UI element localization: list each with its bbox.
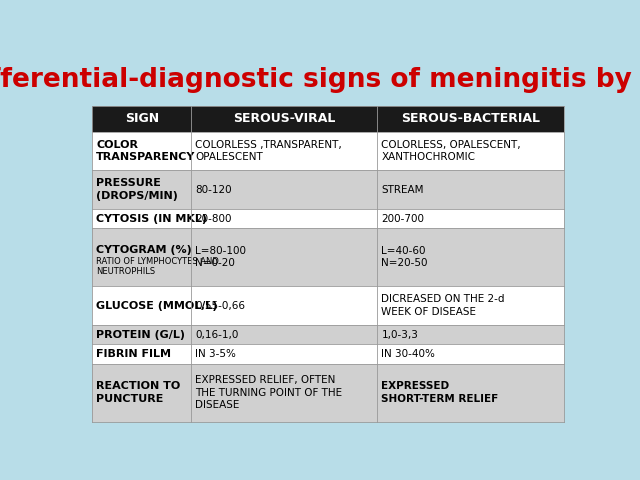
Bar bbox=[378, 132, 564, 170]
Text: 0,55-0,66: 0,55-0,66 bbox=[195, 300, 245, 311]
Text: COLORLESS ,TRANSPARENT,
OPALESCENT: COLORLESS ,TRANSPARENT, OPALESCENT bbox=[195, 140, 342, 162]
Text: RATIO OF LYMPHOCYTES AND
NEUTROPHILS: RATIO OF LYMPHOCYTES AND NEUTROPHILS bbox=[97, 257, 220, 276]
Bar bbox=[378, 209, 564, 228]
Bar bbox=[92, 344, 191, 364]
Text: SEROUS-BACTERIAL: SEROUS-BACTERIAL bbox=[401, 112, 540, 125]
Bar bbox=[378, 325, 564, 344]
Bar bbox=[191, 286, 378, 325]
Bar bbox=[378, 170, 564, 209]
Bar bbox=[378, 228, 564, 286]
Bar bbox=[92, 170, 191, 209]
Bar bbox=[92, 106, 564, 132]
Text: REACTION TO
PUNCTURE: REACTION TO PUNCTURE bbox=[97, 382, 180, 404]
Bar bbox=[191, 344, 378, 364]
Bar bbox=[378, 364, 564, 421]
Text: FIBRIN FILM: FIBRIN FILM bbox=[97, 349, 172, 359]
Text: 1,0-3,3: 1,0-3,3 bbox=[381, 330, 419, 340]
Bar bbox=[191, 325, 378, 344]
Bar bbox=[191, 132, 378, 170]
Text: COLOR
TRANSPARENCY: COLOR TRANSPARENCY bbox=[97, 140, 196, 162]
Text: EXPRESSED RELIEF, OFTEN
THE TURNING POINT OF THE
DISEASE: EXPRESSED RELIEF, OFTEN THE TURNING POIN… bbox=[195, 375, 342, 410]
Bar bbox=[92, 364, 191, 421]
Text: L=40-60
N=20-50: L=40-60 N=20-50 bbox=[381, 246, 428, 268]
Text: 20-800: 20-800 bbox=[195, 214, 232, 224]
Bar bbox=[191, 209, 378, 228]
Text: COLORLESS, OPALESCENT,
XANTHOCHROMIC: COLORLESS, OPALESCENT, XANTHOCHROMIC bbox=[381, 140, 521, 162]
Text: EXPRESSED
SHORT-TERM RELIEF: EXPRESSED SHORT-TERM RELIEF bbox=[381, 382, 499, 404]
Bar bbox=[191, 228, 378, 286]
Bar bbox=[191, 364, 378, 421]
Bar bbox=[92, 228, 191, 286]
Text: IN 3-5%: IN 3-5% bbox=[195, 349, 236, 359]
Text: CYTOSIS (IN MKL): CYTOSIS (IN MKL) bbox=[97, 214, 207, 224]
Text: STREAM: STREAM bbox=[381, 185, 424, 194]
Bar bbox=[378, 344, 564, 364]
Bar bbox=[92, 325, 191, 344]
Bar bbox=[191, 170, 378, 209]
Text: PROTEIN (G/L): PROTEIN (G/L) bbox=[97, 330, 186, 340]
Bar bbox=[378, 286, 564, 325]
Text: 80-120: 80-120 bbox=[195, 185, 232, 194]
Text: Differential-diagnostic signs of meningitis by CSF: Differential-diagnostic signs of meningi… bbox=[0, 67, 640, 93]
Text: 200-700: 200-700 bbox=[381, 214, 424, 224]
Text: GLUCOSE (MMOL/L): GLUCOSE (MMOL/L) bbox=[97, 300, 218, 311]
Text: SIGN: SIGN bbox=[125, 112, 159, 125]
Text: DICREASED ON THE 2-d
WEEK OF DISEASE: DICREASED ON THE 2-d WEEK OF DISEASE bbox=[381, 294, 505, 317]
Bar bbox=[92, 286, 191, 325]
Text: SEROUS-VIRAL: SEROUS-VIRAL bbox=[233, 112, 335, 125]
Text: 0,16-1,0: 0,16-1,0 bbox=[195, 330, 239, 340]
Text: IN 30-40%: IN 30-40% bbox=[381, 349, 435, 359]
Bar bbox=[92, 209, 191, 228]
Text: PRESSURE
(DROPS/MIN): PRESSURE (DROPS/MIN) bbox=[97, 179, 179, 201]
Text: CYTOGRAM (%): CYTOGRAM (%) bbox=[97, 245, 192, 255]
Bar bbox=[92, 132, 191, 170]
Text: L=80-100
N=0-20: L=80-100 N=0-20 bbox=[195, 246, 246, 268]
